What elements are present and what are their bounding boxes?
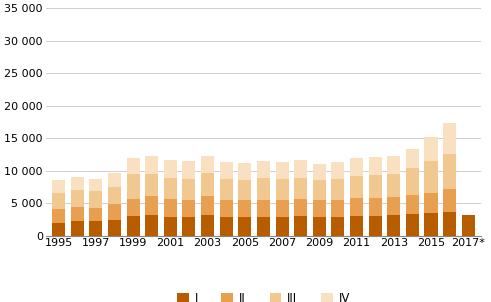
- Bar: [127, 158, 139, 175]
- Bar: [201, 156, 214, 173]
- Bar: [201, 215, 214, 236]
- Bar: [369, 175, 382, 198]
- Bar: [443, 189, 456, 211]
- Bar: [462, 215, 475, 236]
- Bar: [164, 159, 177, 178]
- Bar: [331, 179, 344, 200]
- Bar: [313, 217, 326, 236]
- Bar: [238, 180, 251, 201]
- Bar: [145, 196, 158, 215]
- Bar: [275, 162, 289, 179]
- Bar: [275, 200, 289, 217]
- Bar: [369, 216, 382, 236]
- Bar: [219, 162, 233, 179]
- Bar: [406, 149, 419, 168]
- Bar: [350, 176, 363, 198]
- Bar: [387, 175, 400, 197]
- Bar: [275, 217, 289, 236]
- Bar: [238, 163, 251, 180]
- Bar: [257, 217, 270, 236]
- Bar: [89, 191, 102, 207]
- Bar: [425, 213, 437, 236]
- Legend: I, II, III, IV: I, II, III, IV: [172, 287, 355, 302]
- Bar: [331, 217, 344, 236]
- Bar: [52, 223, 65, 236]
- Bar: [294, 160, 307, 178]
- Bar: [350, 158, 363, 176]
- Bar: [313, 180, 326, 201]
- Bar: [406, 214, 419, 236]
- Bar: [71, 207, 84, 221]
- Bar: [183, 200, 195, 217]
- Bar: [183, 217, 195, 236]
- Bar: [425, 193, 437, 213]
- Bar: [331, 162, 344, 179]
- Bar: [108, 187, 121, 204]
- Bar: [369, 198, 382, 216]
- Bar: [108, 204, 121, 220]
- Bar: [183, 162, 195, 179]
- Bar: [164, 198, 177, 217]
- Bar: [406, 194, 419, 214]
- Bar: [443, 123, 456, 154]
- Bar: [257, 200, 270, 217]
- Bar: [387, 197, 400, 215]
- Bar: [443, 154, 456, 189]
- Bar: [145, 215, 158, 236]
- Bar: [108, 220, 121, 236]
- Bar: [71, 177, 84, 190]
- Bar: [219, 179, 233, 200]
- Bar: [331, 200, 344, 217]
- Bar: [89, 221, 102, 236]
- Bar: [219, 200, 233, 217]
- Bar: [313, 201, 326, 217]
- Bar: [145, 175, 158, 196]
- Bar: [238, 217, 251, 236]
- Bar: [52, 193, 65, 209]
- Bar: [294, 178, 307, 199]
- Bar: [127, 198, 139, 216]
- Bar: [89, 179, 102, 191]
- Bar: [219, 217, 233, 236]
- Bar: [350, 216, 363, 236]
- Bar: [369, 157, 382, 175]
- Bar: [425, 162, 437, 193]
- Bar: [257, 162, 270, 178]
- Bar: [443, 211, 456, 236]
- Bar: [425, 137, 437, 162]
- Bar: [350, 198, 363, 216]
- Bar: [127, 175, 139, 198]
- Bar: [275, 179, 289, 200]
- Bar: [71, 190, 84, 207]
- Bar: [52, 209, 65, 223]
- Bar: [201, 173, 214, 196]
- Bar: [313, 164, 326, 180]
- Bar: [108, 172, 121, 187]
- Bar: [387, 215, 400, 236]
- Bar: [201, 196, 214, 215]
- Bar: [164, 178, 177, 198]
- Bar: [145, 156, 158, 175]
- Bar: [294, 199, 307, 216]
- Bar: [89, 207, 102, 221]
- Bar: [52, 180, 65, 193]
- Bar: [127, 216, 139, 236]
- Bar: [294, 216, 307, 236]
- Bar: [238, 201, 251, 217]
- Bar: [406, 168, 419, 194]
- Bar: [183, 179, 195, 200]
- Bar: [257, 178, 270, 200]
- Bar: [71, 221, 84, 236]
- Bar: [387, 156, 400, 175]
- Bar: [164, 217, 177, 236]
